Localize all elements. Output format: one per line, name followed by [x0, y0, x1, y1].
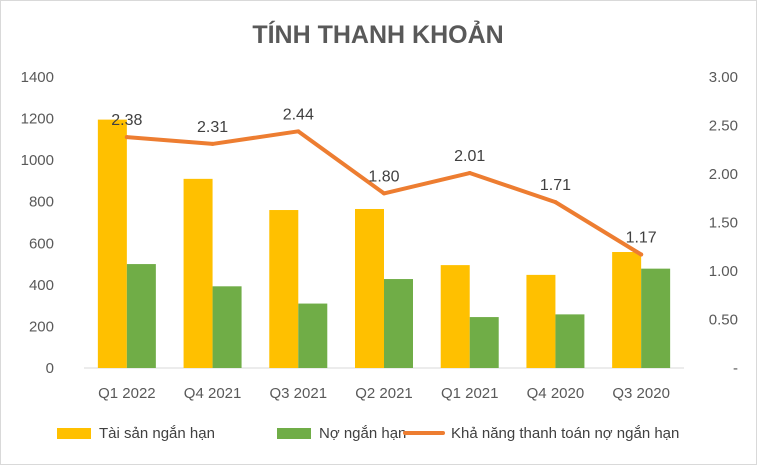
legend-item: Tài sản ngắn hạn: [57, 425, 215, 442]
category-label: Q3 2020: [612, 385, 670, 402]
right-tick-label: -: [733, 360, 738, 377]
bar-tai-san-ngan-han: [183, 178, 213, 368]
legend-label: Khả năng thanh toán nợ ngắn hạn: [451, 425, 679, 442]
bar-marks: [97, 119, 671, 368]
left-tick-label: 1200: [21, 111, 54, 128]
ratio-point: [124, 135, 129, 140]
category-label: Q4 2020: [527, 385, 585, 402]
right-tick-label: 2.00: [709, 166, 738, 183]
bar-no-ngan-han: [641, 268, 671, 368]
category-label: Q4 2021: [184, 385, 242, 402]
ratio-point: [467, 171, 472, 176]
left-tick-label: 800: [29, 194, 54, 211]
category-label: Q2 2021: [355, 385, 413, 402]
ratio-point: [639, 252, 644, 257]
ratio-point: [296, 129, 301, 134]
legend-item: Nợ ngắn hạn: [277, 425, 406, 442]
right-tick-label: 1.00: [709, 263, 738, 280]
ratio-data-label: 1.17: [626, 230, 657, 247]
ratio-point: [553, 200, 558, 205]
ratio-data-label: 1.71: [540, 177, 571, 194]
bar-tai-san-ngan-han: [526, 274, 556, 368]
right-tick-label: 3.00: [709, 69, 738, 86]
ratio-data-label: 2.44: [283, 106, 314, 123]
left-tick-label: 600: [29, 235, 54, 252]
category-label: Q1 2021: [441, 385, 499, 402]
category-labels: Q1 2022 Q4 2021 Q3 2021 Q2 2021 Q1 2021 Q4 20…: [98, 385, 670, 402]
left-tick-label: 1000: [21, 152, 54, 169]
legend-item: Khả năng thanh toán nợ ngắn hạn: [403, 425, 679, 442]
right-axis-ticks: - 0.50 1.00 1.50 2.00 2.50 3.00: [709, 69, 738, 377]
bar-no-ngan-han: [298, 303, 328, 368]
ratio-data-label: 2.31: [197, 119, 228, 136]
legend-label: Nợ ngắn hạn: [319, 425, 406, 442]
legend-label: Tài sản ngắn hạn: [99, 425, 215, 442]
bar-tai-san-ngan-han: [355, 208, 384, 368]
left-tick-label: 0: [46, 360, 54, 377]
ratio-point: [210, 141, 215, 146]
bar-no-ngan-han: [212, 286, 242, 368]
legend: Tài sản ngắn hạn Nợ ngắn hạn Khả năng than…: [57, 425, 679, 442]
left-tick-label: 400: [29, 277, 54, 294]
ratio-data-label: 1.80: [368, 168, 399, 185]
legend-swatch: [277, 428, 311, 439]
bar-no-ngan-han: [384, 279, 413, 368]
ratio-data-label: 2.38: [111, 112, 142, 129]
bar-no-ngan-han: [469, 317, 499, 368]
left-tick-label: 1400: [21, 69, 54, 86]
category-label: Q1 2022: [98, 385, 156, 402]
ratio-line-series: 2.38 2.31 2.44 1.80 2.01 1.71 1.17: [111, 106, 657, 257]
bar-tai-san-ngan-han: [97, 119, 127, 368]
bar-tai-san-ngan-han: [612, 252, 642, 368]
bar-tai-san-ngan-han: [269, 210, 299, 368]
bar-no-ngan-han: [555, 314, 585, 368]
right-tick-label: 0.50: [709, 312, 738, 329]
ratio-data-label: 2.01: [454, 148, 485, 165]
left-tick-label: 200: [29, 318, 54, 335]
legend-swatch: [57, 428, 91, 439]
bar-no-ngan-han: [126, 264, 156, 368]
right-tick-label: 1.50: [709, 215, 738, 232]
chart-title: TÍNH THANH KHOẢN: [252, 19, 503, 49]
ratio-point: [382, 191, 386, 196]
left-axis-ticks: 0 200 400 600 800 1000 1200 1400: [21, 69, 54, 377]
bar-tai-san-ngan-han: [440, 265, 470, 368]
category-label: Q3 2021: [270, 385, 328, 402]
right-tick-label: 2.50: [709, 118, 738, 135]
